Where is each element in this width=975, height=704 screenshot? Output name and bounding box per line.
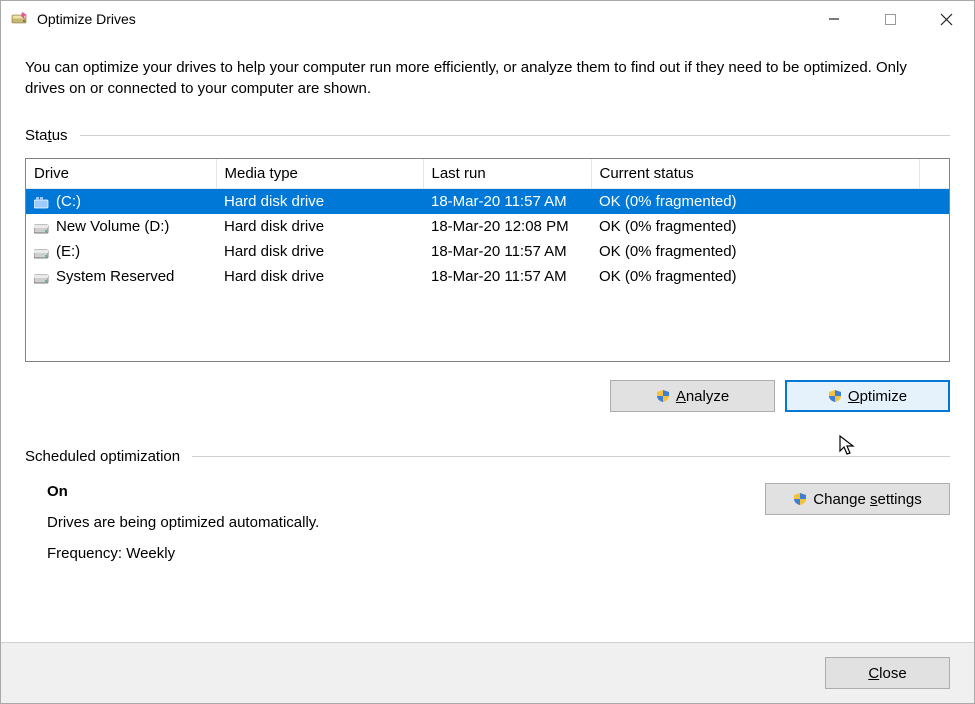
shield-icon: [828, 389, 842, 403]
col-media-type[interactable]: Media type: [216, 159, 423, 189]
drive-list-header[interactable]: Drive Media type Last run Current status: [26, 159, 949, 189]
analyze-button[interactable]: Analyze: [610, 380, 775, 412]
optimize-button[interactable]: Optimize: [785, 380, 950, 412]
status-label: Status: [25, 127, 80, 144]
drive-name: System Reserved: [56, 268, 174, 285]
drive-last-run: 18-Mar-20 12:08 PM: [423, 214, 591, 239]
drive-row[interactable]: (E:) Hard disk drive18-Mar-20 11:57 AMOK …: [26, 239, 949, 264]
sched-section-header: Scheduled optimization: [25, 448, 950, 465]
drive-last-run: 18-Mar-20 11:57 AM: [423, 189, 591, 215]
drive-list[interactable]: Drive Media type Last run Current status…: [25, 158, 950, 362]
close-dialog-button[interactable]: Close: [825, 657, 950, 689]
drive-last-run: 18-Mar-20 11:57 AM: [423, 239, 591, 264]
optimize-drives-window: Optimize Drives You can optimize your dr…: [0, 0, 975, 704]
drive-media-type: Hard disk drive: [216, 214, 423, 239]
intro-text: You can optimize your drives to help you…: [25, 57, 950, 99]
minimize-button[interactable]: [806, 1, 862, 37]
drive-name: New Volume (D:): [56, 218, 169, 235]
sched-frequency: Frequency: Weekly: [47, 545, 741, 562]
col-spacer: [919, 159, 949, 189]
drive-last-run: 18-Mar-20 11:57 AM: [423, 264, 591, 289]
drive-media-type: Hard disk drive: [216, 239, 423, 264]
shield-icon: [656, 389, 670, 403]
drive-row[interactable]: New Volume (D:) Hard disk drive18-Mar-20 …: [26, 214, 949, 239]
sched-on-label: On: [47, 483, 741, 500]
sched-label: Scheduled optimization: [25, 448, 192, 465]
drive-row[interactable]: (C:) Hard disk drive18-Mar-20 11:57 AMOK …: [26, 189, 949, 215]
col-drive[interactable]: Drive: [26, 159, 216, 189]
col-current-status[interactable]: Current status: [591, 159, 919, 189]
maximize-button[interactable]: [862, 1, 918, 37]
close-button[interactable]: [918, 1, 974, 37]
drive-row[interactable]: System Reserved Hard disk drive18-Mar-20 …: [26, 264, 949, 289]
titlebar[interactable]: Optimize Drives: [1, 1, 974, 37]
drive-name: (E:): [56, 243, 80, 260]
sched-description: Drives are being optimized automatically…: [47, 514, 741, 531]
drive-icon: [34, 271, 50, 283]
drive-icon: [34, 246, 50, 258]
drive-name: (C:): [56, 193, 81, 210]
drive-media-type: Hard disk drive: [216, 264, 423, 289]
drive-media-type: Hard disk drive: [216, 189, 423, 215]
window-title: Optimize Drives: [37, 11, 806, 27]
app-icon: [11, 10, 29, 28]
drive-status: OK (0% fragmented): [591, 189, 919, 215]
drive-icon: [34, 221, 50, 233]
footer-bar: Close: [1, 642, 974, 703]
status-section-header: Status: [25, 127, 950, 144]
drive-status: OK (0% fragmented): [591, 214, 919, 239]
drive-icon: [34, 196, 50, 208]
drive-status: OK (0% fragmented): [591, 264, 919, 289]
shield-icon: [793, 492, 807, 506]
col-last-run[interactable]: Last run: [423, 159, 591, 189]
change-settings-button[interactable]: Change settings: [765, 483, 950, 515]
drive-status: OK (0% fragmented): [591, 239, 919, 264]
